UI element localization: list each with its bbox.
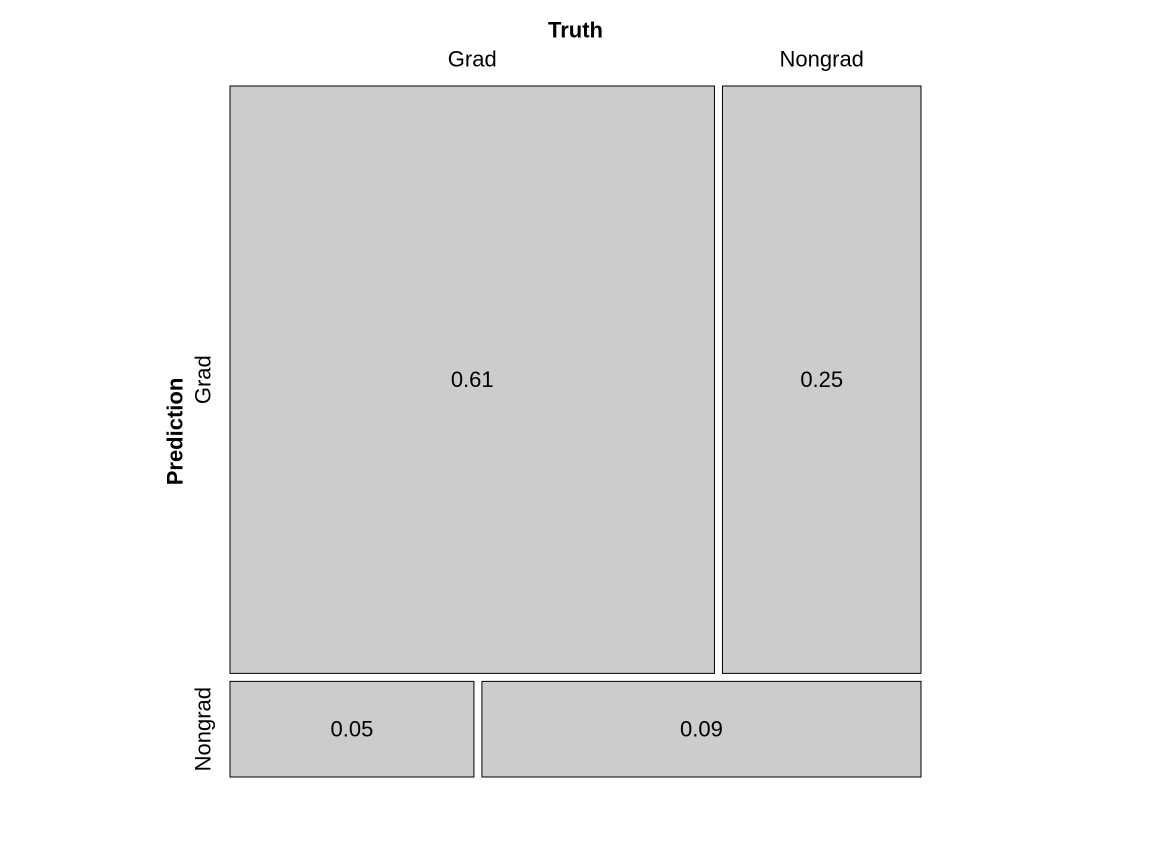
cell-label-pred-nongrad-truth-nongrad: 0.09	[680, 717, 723, 742]
prediction-tick-nongrad: Nongrad	[191, 687, 216, 771]
prediction-tick-grad: Grad	[191, 355, 216, 404]
cell-label-pred-grad-truth-nongrad: 0.25	[800, 367, 843, 392]
truth-tick-grad: Grad	[448, 47, 497, 72]
mosaic-cells: 0.61 0.25 0.05 0.09	[229, 85, 922, 778]
cell-label-pred-nongrad-truth-grad: 0.05	[331, 717, 374, 742]
mosaic-cell-pred-nongrad-truth-grad	[229, 680, 475, 778]
mosaic-cell-pred-nongrad-truth-nongrad	[481, 680, 922, 778]
tick-labels: Grad Nongrad Grad Nongrad	[191, 47, 864, 772]
cell-label-pred-grad-truth-grad: 0.61	[451, 367, 494, 392]
mosaic-cell-pred-grad-truth-grad	[229, 85, 715, 674]
y-axis-title: Prediction	[163, 378, 188, 486]
truth-tick-nongrad: Nongrad	[780, 47, 864, 72]
x-axis-title: Truth	[548, 18, 603, 43]
mosaic-cell-pred-grad-truth-nongrad	[721, 85, 922, 674]
